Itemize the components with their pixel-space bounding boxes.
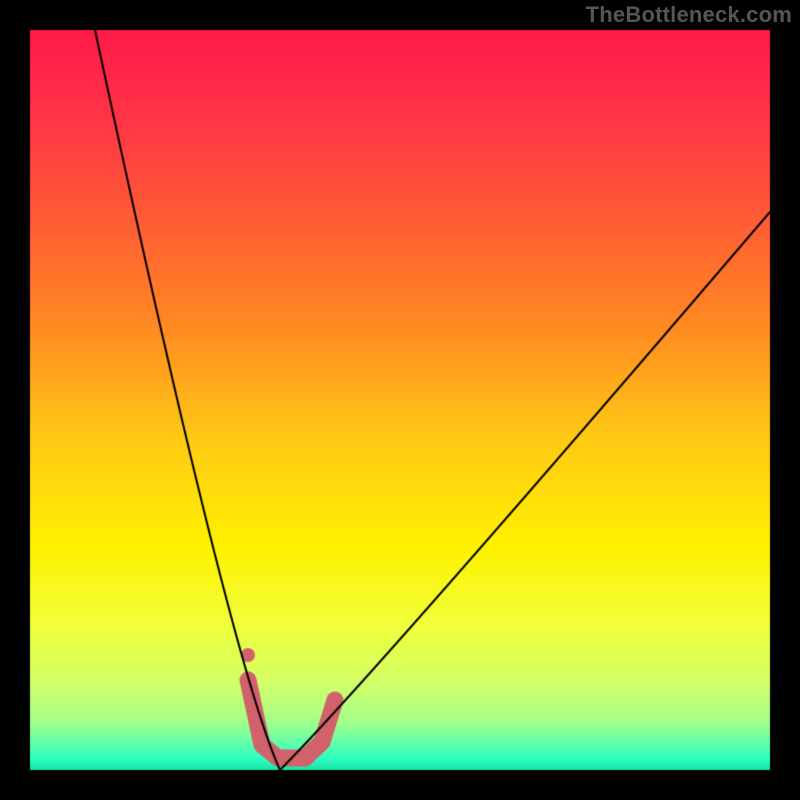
watermark-text: TheBottleneck.com [586, 2, 792, 28]
chart-stage: TheBottleneck.com [0, 0, 800, 800]
bottleneck-curve-chart [0, 0, 800, 800]
